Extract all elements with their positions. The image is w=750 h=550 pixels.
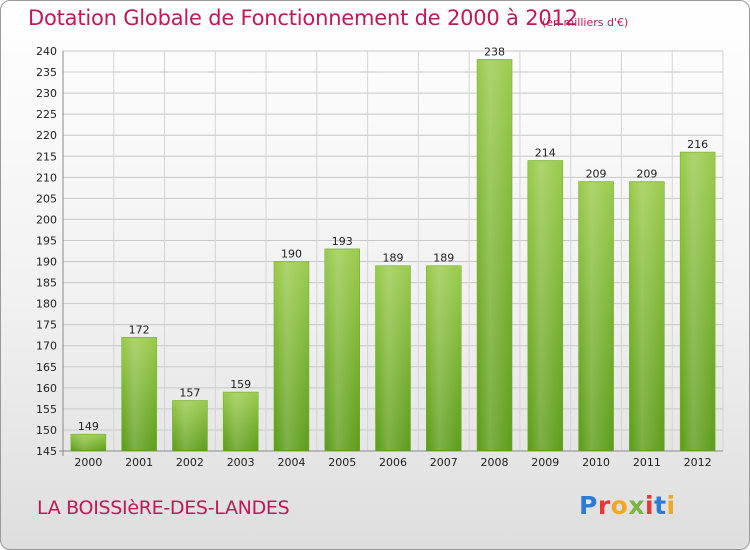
x-tick-label: 2002: [176, 456, 204, 469]
y-tick-label: 220: [36, 129, 57, 142]
logo-letter: P: [579, 491, 598, 520]
x-tick-label: 2007: [430, 456, 458, 469]
data-label: 216: [687, 138, 708, 151]
y-tick-label: 155: [36, 403, 57, 416]
y-tick-label: 230: [36, 87, 57, 100]
y-tick-label: 235: [36, 66, 57, 79]
y-tick-label: 165: [36, 361, 57, 374]
y-tick-label: 160: [36, 382, 57, 395]
logo-letter: i: [666, 491, 676, 520]
proxiti-logo: Proxiti: [579, 491, 676, 520]
logo-letter: r: [597, 491, 611, 520]
y-tick-label: 145: [36, 445, 57, 458]
bar-highlight: [428, 266, 460, 450]
y-tick-label: 215: [36, 150, 57, 163]
logo-letter: x: [628, 491, 645, 520]
bar-highlight: [631, 182, 663, 451]
data-label: 193: [332, 235, 353, 248]
y-tick-label: 200: [36, 213, 57, 226]
bar-highlight: [225, 393, 257, 450]
logo-letter: t: [654, 491, 667, 520]
labels: 149 2000 172 2001 157 2002 159 2003 190 2004 193 20…: [74, 45, 711, 469]
data-label: 214: [535, 146, 556, 159]
y-tick-label: 210: [36, 171, 57, 184]
unit-label: (en milliers d'€): [542, 16, 629, 29]
bar-highlight: [174, 401, 206, 450]
bars: [70, 59, 716, 452]
logo-letter: i: [645, 491, 655, 520]
logo-letter: o: [610, 491, 629, 520]
data-label: 190: [281, 248, 302, 261]
x-tick-label: 2005: [328, 456, 356, 469]
y-tick-label: 240: [36, 45, 57, 58]
y-tick-label: 180: [36, 298, 57, 311]
x-tick-label: 2011: [633, 456, 661, 469]
bar-highlight: [72, 435, 104, 450]
data-label: 238: [484, 45, 505, 58]
y-tick-label: 185: [36, 277, 57, 290]
x-tick-label: 2003: [227, 456, 255, 469]
bar-highlight: [326, 249, 358, 450]
data-label: 172: [129, 323, 150, 336]
y-tick-label: 195: [36, 234, 57, 247]
commune-name: LA BOISSIèRE-DES-LANDES: [37, 497, 290, 519]
data-label: 157: [179, 386, 200, 399]
bar-highlight: [123, 338, 155, 450]
x-tick-label: 2008: [481, 456, 509, 469]
data-label: 189: [383, 252, 404, 265]
bar-highlight: [377, 266, 409, 450]
y-tick-label: 150: [36, 424, 57, 437]
y-tick-label: 175: [36, 319, 57, 332]
y-tick-label: 225: [36, 108, 57, 121]
bar-highlight: [479, 60, 511, 450]
x-tick-label: 2004: [277, 456, 305, 469]
bar-highlight: [275, 262, 307, 450]
y-tick-label: 205: [36, 192, 57, 205]
x-tick-label: 2010: [582, 456, 610, 469]
x-tick-label: 2009: [531, 456, 559, 469]
data-label: 149: [78, 420, 99, 433]
x-tick-label: 2006: [379, 456, 407, 469]
data-label: 209: [636, 168, 657, 181]
data-label: 159: [230, 378, 251, 391]
bar-highlight: [682, 153, 714, 451]
bar-highlight: [529, 161, 561, 450]
y-tick-label: 190: [36, 256, 57, 269]
data-label: 209: [586, 168, 607, 181]
x-tick-label: 2012: [684, 456, 712, 469]
x-tick-label: 2001: [125, 456, 153, 469]
data-label: 189: [433, 252, 454, 265]
chart-title: Dotation Globale de Fonctionnement de 20…: [28, 6, 578, 30]
axes: 145 150 155 160 165 170 175 180 185 190 195 200 205 2…: [36, 45, 723, 458]
x-tick-label: 2000: [74, 456, 102, 469]
y-tick-label: 170: [36, 340, 57, 353]
bar-highlight: [580, 182, 612, 451]
